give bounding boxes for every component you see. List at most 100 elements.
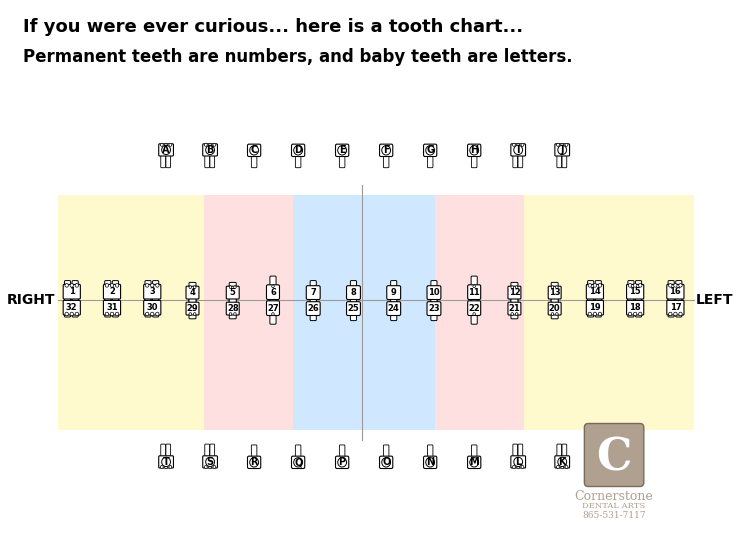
FancyBboxPatch shape — [557, 444, 562, 458]
FancyBboxPatch shape — [202, 144, 217, 156]
Circle shape — [169, 143, 171, 146]
Circle shape — [515, 286, 518, 288]
Circle shape — [556, 286, 558, 288]
FancyBboxPatch shape — [226, 302, 239, 315]
FancyBboxPatch shape — [471, 276, 477, 304]
Circle shape — [521, 143, 524, 146]
Text: I: I — [517, 145, 520, 155]
FancyBboxPatch shape — [310, 281, 316, 304]
Text: J: J — [561, 145, 564, 155]
Circle shape — [189, 286, 191, 288]
FancyBboxPatch shape — [391, 281, 397, 304]
FancyBboxPatch shape — [189, 282, 196, 304]
Circle shape — [162, 457, 171, 467]
Circle shape — [169, 466, 171, 468]
Circle shape — [598, 283, 602, 287]
Text: 20: 20 — [549, 304, 561, 313]
FancyBboxPatch shape — [152, 281, 159, 302]
Circle shape — [588, 312, 592, 316]
Text: M: M — [470, 457, 479, 467]
FancyBboxPatch shape — [667, 300, 684, 315]
FancyBboxPatch shape — [511, 297, 518, 319]
Text: DENTAL ARTS: DENTAL ARTS — [582, 503, 645, 510]
Circle shape — [673, 312, 677, 316]
FancyBboxPatch shape — [350, 281, 356, 304]
FancyBboxPatch shape — [548, 302, 561, 315]
Circle shape — [294, 458, 302, 467]
Circle shape — [233, 312, 236, 315]
Circle shape — [511, 312, 514, 315]
Circle shape — [194, 312, 196, 315]
FancyBboxPatch shape — [294, 195, 435, 430]
Circle shape — [65, 312, 68, 316]
FancyBboxPatch shape — [144, 300, 161, 315]
FancyBboxPatch shape — [72, 297, 78, 317]
Text: 32: 32 — [66, 303, 77, 312]
Text: T: T — [163, 457, 169, 467]
FancyBboxPatch shape — [508, 302, 521, 315]
Circle shape — [105, 283, 109, 287]
Text: 26: 26 — [308, 304, 319, 313]
Circle shape — [679, 312, 682, 316]
FancyBboxPatch shape — [339, 154, 345, 168]
Circle shape — [514, 145, 523, 155]
FancyBboxPatch shape — [205, 444, 210, 458]
FancyBboxPatch shape — [144, 285, 161, 299]
Text: 16: 16 — [670, 287, 682, 296]
Text: 1: 1 — [69, 287, 74, 296]
Text: 21: 21 — [509, 304, 520, 313]
Circle shape — [639, 312, 642, 316]
FancyBboxPatch shape — [472, 154, 477, 168]
Circle shape — [517, 143, 520, 146]
Text: S: S — [207, 457, 213, 467]
FancyBboxPatch shape — [204, 195, 294, 430]
FancyBboxPatch shape — [252, 154, 257, 168]
FancyBboxPatch shape — [551, 297, 558, 319]
FancyBboxPatch shape — [166, 154, 171, 168]
Text: 24: 24 — [388, 304, 400, 313]
FancyBboxPatch shape — [587, 300, 604, 315]
Text: 4: 4 — [190, 288, 196, 297]
FancyBboxPatch shape — [270, 276, 276, 304]
Circle shape — [146, 312, 149, 316]
FancyBboxPatch shape — [72, 281, 78, 302]
Circle shape — [673, 283, 677, 287]
FancyBboxPatch shape — [383, 154, 389, 168]
FancyBboxPatch shape — [513, 154, 517, 168]
Circle shape — [425, 458, 434, 467]
Text: 13: 13 — [549, 288, 561, 297]
FancyBboxPatch shape — [471, 297, 477, 324]
Circle shape — [512, 466, 515, 468]
Text: 3: 3 — [149, 287, 155, 296]
Circle shape — [160, 143, 163, 146]
Circle shape — [515, 312, 518, 315]
FancyBboxPatch shape — [104, 300, 121, 315]
FancyBboxPatch shape — [587, 297, 594, 317]
Circle shape — [110, 312, 113, 316]
FancyBboxPatch shape — [555, 144, 570, 156]
Circle shape — [65, 283, 68, 287]
FancyBboxPatch shape — [266, 285, 280, 300]
Text: N: N — [426, 457, 434, 467]
FancyBboxPatch shape — [423, 144, 436, 157]
FancyBboxPatch shape — [310, 297, 316, 321]
FancyBboxPatch shape — [65, 281, 71, 302]
FancyBboxPatch shape — [467, 301, 481, 315]
Circle shape — [639, 283, 642, 287]
FancyBboxPatch shape — [380, 456, 393, 468]
FancyBboxPatch shape — [295, 154, 301, 168]
FancyBboxPatch shape — [595, 281, 601, 302]
FancyBboxPatch shape — [511, 282, 518, 304]
FancyBboxPatch shape — [518, 444, 523, 458]
FancyBboxPatch shape — [548, 286, 561, 299]
Circle shape — [517, 466, 520, 468]
Circle shape — [668, 283, 672, 287]
FancyBboxPatch shape — [628, 297, 634, 317]
Circle shape — [551, 286, 553, 288]
Text: 18: 18 — [629, 303, 641, 312]
FancyBboxPatch shape — [295, 445, 301, 458]
Text: E: E — [339, 145, 345, 155]
Text: 17: 17 — [670, 303, 682, 312]
Circle shape — [189, 312, 191, 315]
Text: 29: 29 — [187, 304, 198, 313]
